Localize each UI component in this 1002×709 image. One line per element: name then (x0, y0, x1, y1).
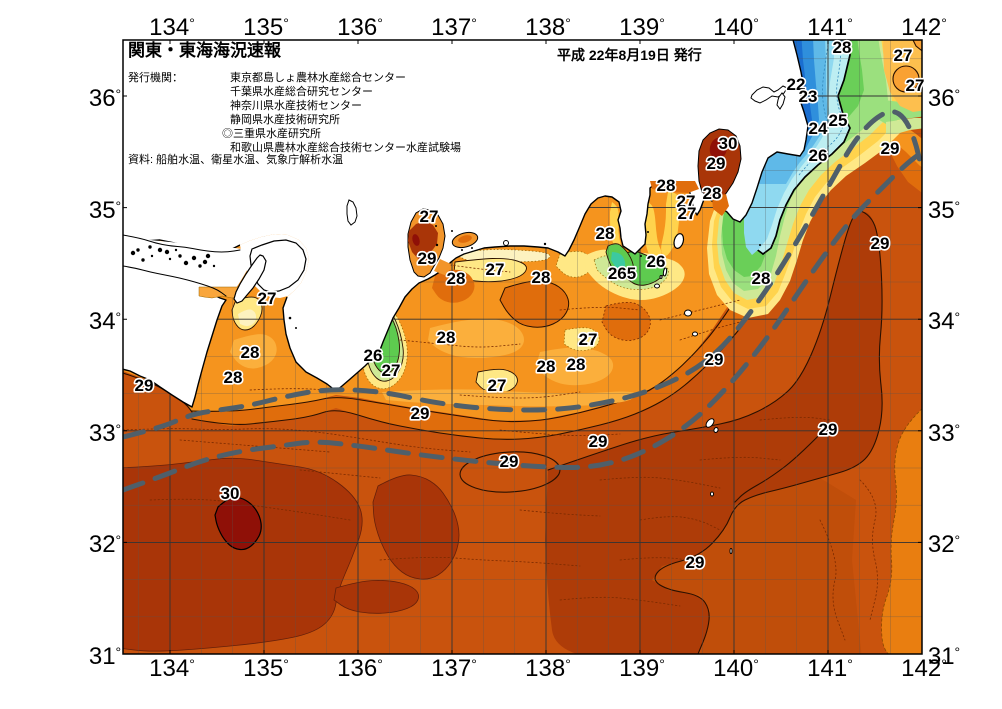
svg-text:27: 27 (382, 361, 401, 380)
svg-text:28: 28 (703, 184, 722, 203)
svg-text:26: 26 (647, 252, 666, 271)
svg-text:25: 25 (829, 111, 848, 130)
svg-text:24: 24 (809, 119, 828, 138)
svg-text:30: 30 (719, 134, 738, 153)
svg-text:千葉県水産総合研究センター: 千葉県水産総合研究センター (230, 84, 373, 98)
svg-text:139°: 139° (619, 655, 665, 682)
svg-text:265: 265 (608, 264, 636, 283)
svg-text:28: 28 (241, 343, 260, 362)
svg-text:29: 29 (707, 154, 726, 173)
svg-text:142°: 142° (901, 655, 947, 682)
svg-text:34°: 34° (89, 308, 121, 335)
svg-text:27: 27 (258, 289, 277, 308)
svg-text:29: 29 (881, 139, 900, 158)
svg-text:28: 28 (447, 269, 466, 288)
svg-text:26: 26 (809, 146, 828, 165)
svg-text:28: 28 (657, 176, 676, 195)
svg-text:27: 27 (486, 260, 505, 279)
svg-text:141°: 141° (807, 655, 853, 682)
svg-text:136°: 136° (337, 655, 383, 682)
svg-text:関東・東海海況速報: 関東・東海海況速報 (128, 40, 282, 60)
svg-text:27: 27 (678, 204, 697, 223)
svg-text:27: 27 (894, 46, 913, 65)
svg-text:135°: 135° (243, 14, 289, 41)
svg-text:139°: 139° (619, 14, 665, 41)
svg-text:26: 26 (364, 346, 383, 365)
svg-text:29: 29 (686, 553, 705, 572)
svg-text:137°: 137° (431, 655, 477, 682)
svg-text:平成 22年8月19日 発行: 平成 22年8月19日 発行 (557, 47, 702, 63)
svg-text:29: 29 (589, 432, 608, 451)
svg-text:135°: 135° (243, 655, 289, 682)
svg-text:142°: 142° (901, 14, 947, 41)
svg-text:134°: 134° (149, 14, 195, 41)
svg-text:33°: 33° (89, 420, 121, 447)
svg-text:28: 28 (437, 328, 456, 347)
svg-text:28: 28 (596, 224, 615, 243)
svg-text:27: 27 (906, 76, 925, 95)
svg-text:27: 27 (420, 207, 439, 226)
svg-text:28: 28 (567, 355, 586, 374)
svg-text:140°: 140° (713, 14, 759, 41)
svg-text:28: 28 (537, 357, 556, 376)
svg-text:136°: 136° (337, 14, 383, 41)
svg-text:東京都島しょ農林水産総合センター: 東京都島しょ農林水産総合センター (230, 70, 406, 84)
svg-text:29: 29 (418, 249, 437, 268)
svg-text:22: 22 (787, 75, 806, 94)
svg-text:23: 23 (799, 87, 818, 106)
svg-text:神奈川県水産技術センター: 神奈川県水産技術センター (230, 98, 362, 112)
svg-text:32°: 32° (89, 531, 121, 558)
svg-text:134°: 134° (149, 655, 195, 682)
svg-text:138°: 138° (525, 655, 571, 682)
svg-text:資料: 船舶水温、衛星水温、気象庁解析水温: 資料: 船舶水温、衛星水温、気象庁解析水温 (128, 152, 343, 166)
svg-text:29: 29 (135, 376, 154, 395)
svg-text:28: 28 (752, 269, 771, 288)
svg-text:28: 28 (532, 268, 551, 287)
svg-text:138°: 138° (525, 14, 571, 41)
svg-text:29: 29 (705, 350, 724, 369)
svg-text:和歌山県農林水産総合技術センター水産試験場: 和歌山県農林水産総合技術センター水産試験場 (230, 140, 461, 154)
svg-text:29: 29 (500, 452, 519, 471)
svg-text:発行機関：: 発行機関： (128, 70, 183, 84)
svg-text:27: 27 (677, 192, 696, 211)
svg-text:27: 27 (488, 376, 507, 395)
svg-text:141°: 141° (807, 14, 853, 41)
svg-text:137°: 137° (431, 14, 477, 41)
svg-text:29: 29 (411, 404, 430, 423)
svg-text:28: 28 (224, 368, 243, 387)
svg-text:140°: 140° (713, 655, 759, 682)
svg-text:27: 27 (579, 330, 598, 349)
svg-text:29: 29 (819, 420, 838, 439)
svg-text:30: 30 (221, 484, 240, 503)
svg-text:◎三重県水産研究所: ◎三重県水産研究所 (222, 126, 321, 140)
svg-text:静岡県水産技術研究所: 静岡県水産技術研究所 (230, 112, 340, 126)
svg-text:28: 28 (833, 38, 852, 57)
svg-text:29: 29 (871, 234, 890, 253)
